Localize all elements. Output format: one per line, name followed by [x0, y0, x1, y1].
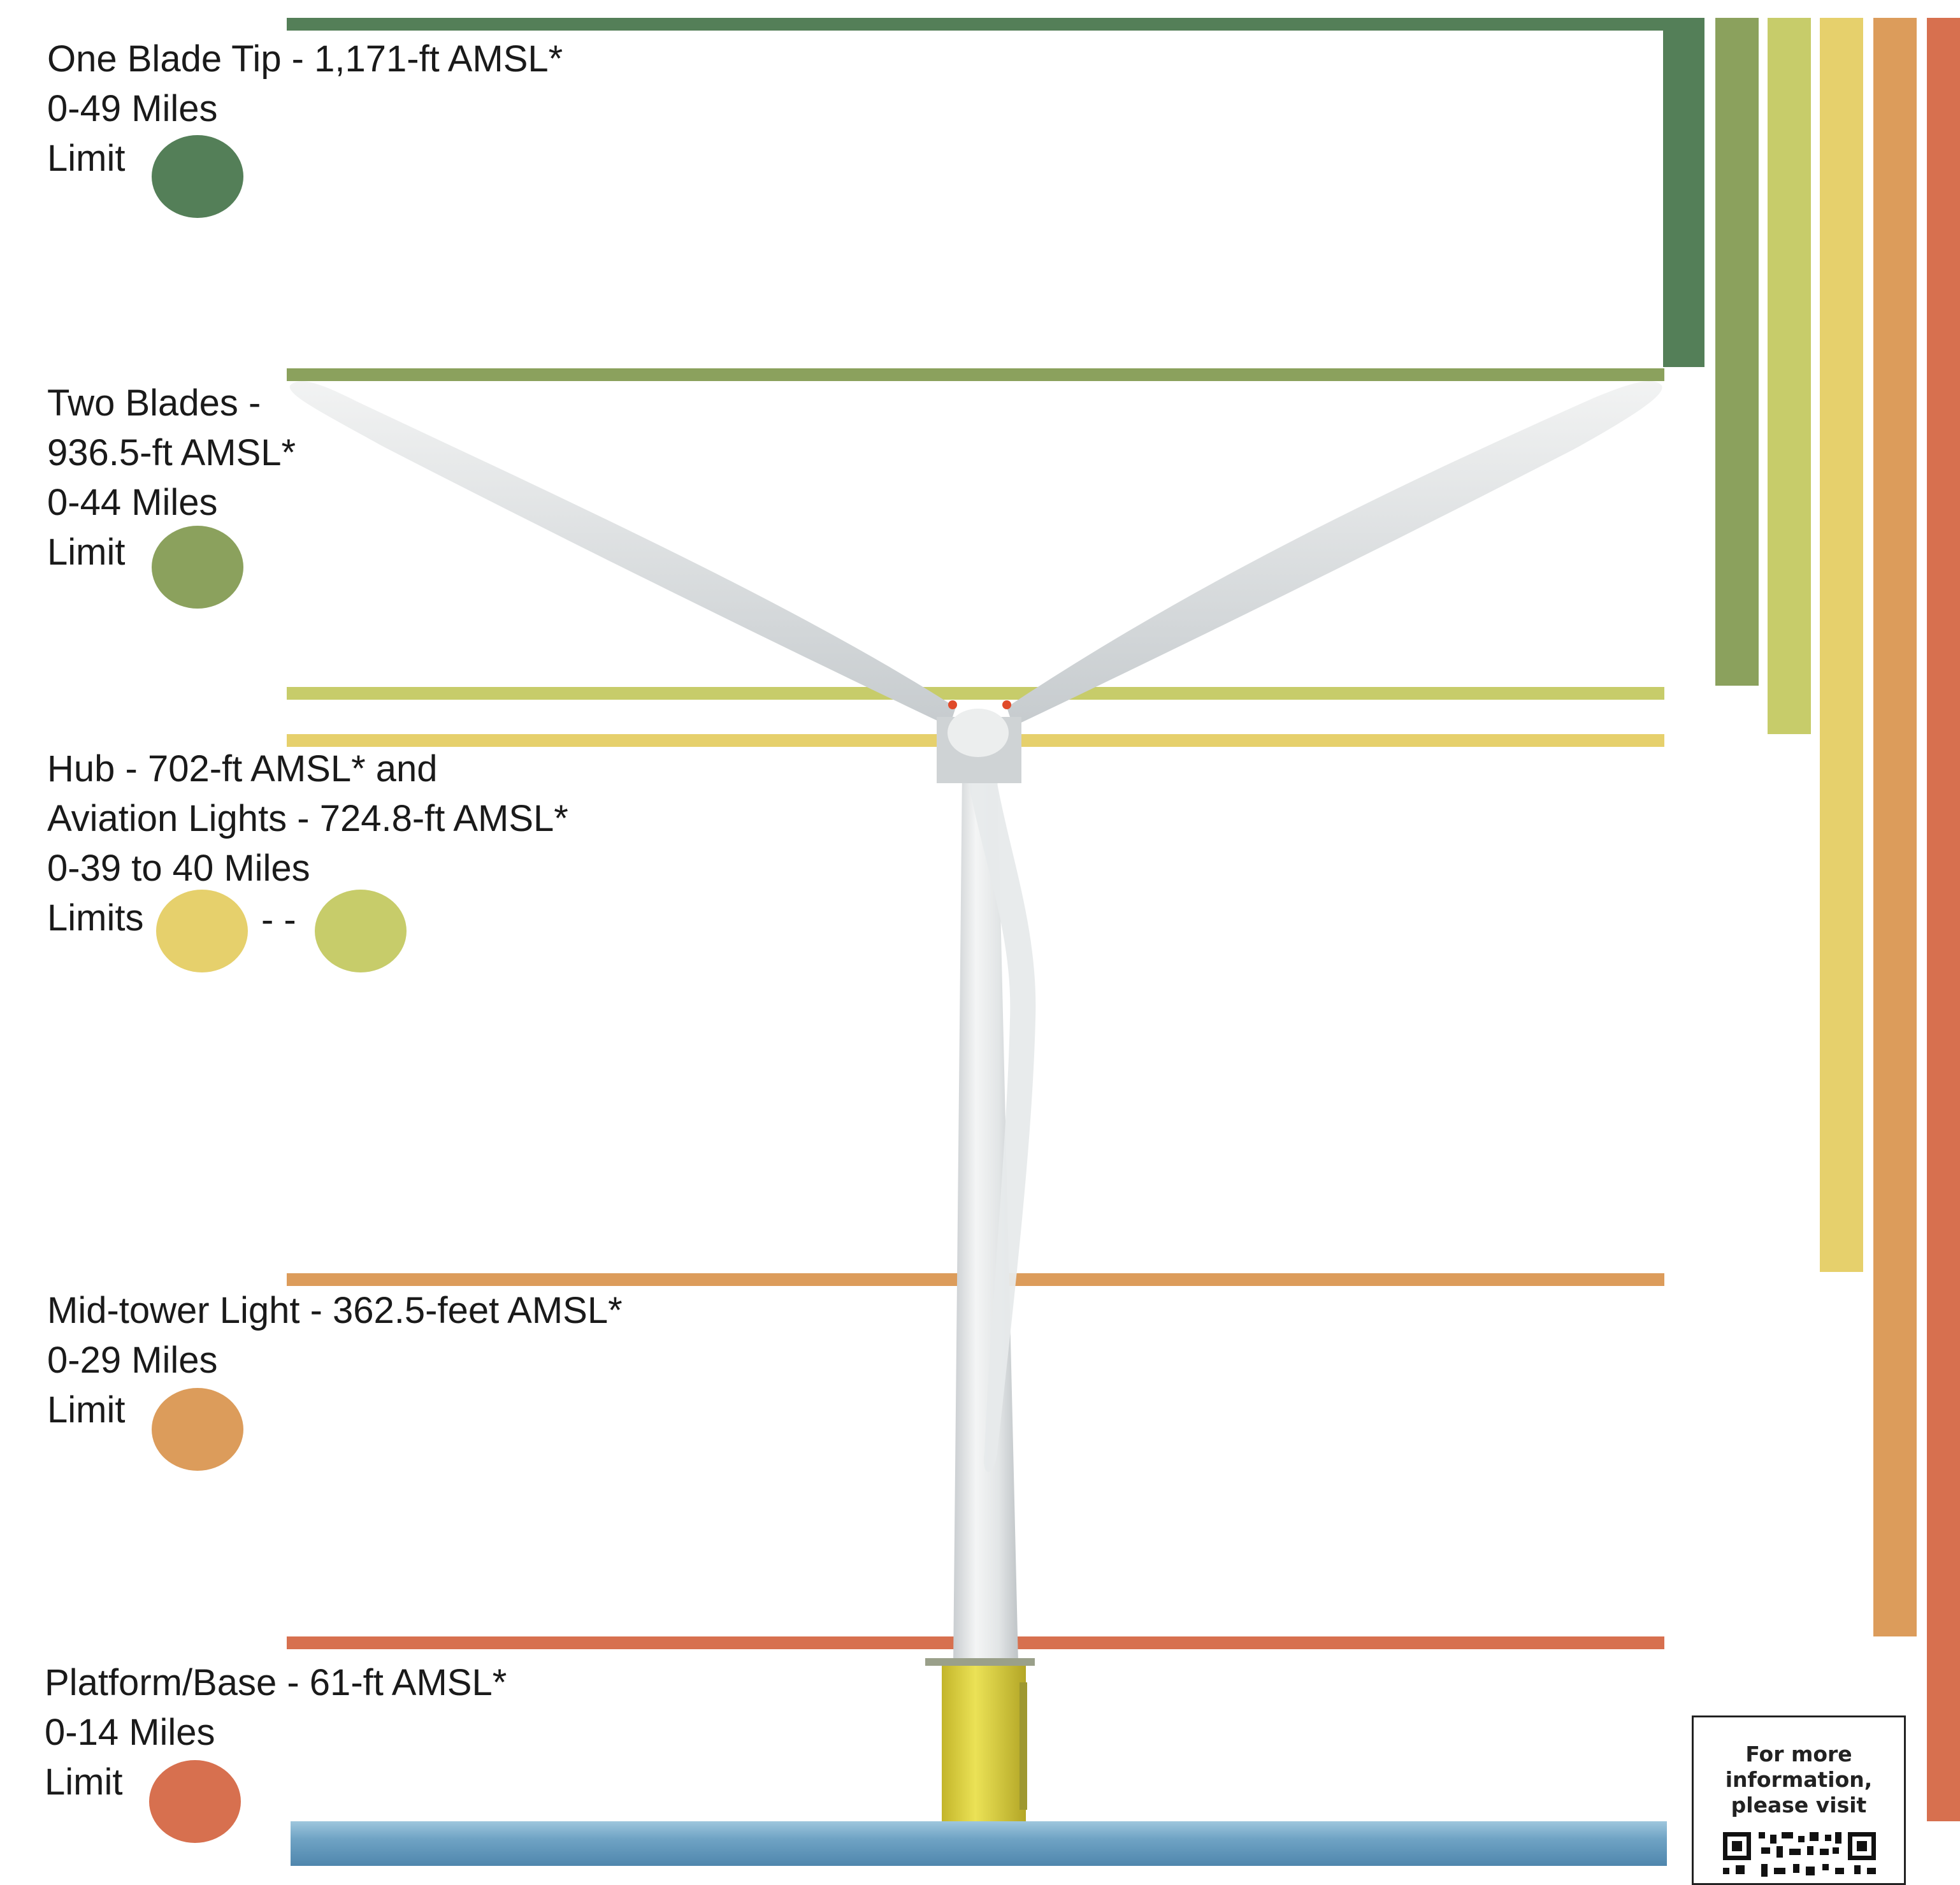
hub-label: Hub - 702-ft AMSL* and Aviation Lights -…: [47, 744, 568, 943]
mid-tower-label-line-1: Mid-tower Light - 362.5-feet AMSL*: [47, 1290, 623, 1331]
aviation-light-right: [1002, 700, 1011, 709]
mid-tower-label-line-3: Limit: [47, 1389, 126, 1431]
blade-tip-label-line-3: Limit: [47, 138, 126, 179]
hub-label-line-1: Hub - 702-ft AMSL* and: [47, 748, 438, 790]
blade-tip-label-line-1: One Blade Tip - 1,171-ft AMSL*: [47, 38, 563, 80]
turbine-blade-right: [1007, 380, 1662, 726]
blade-tip-label: One Blade Tip - 1,171-ft AMSL* 0-49 Mile…: [47, 34, 563, 184]
info-box-line-3: please visit: [1731, 1793, 1867, 1817]
sea: [291, 1821, 1667, 1866]
platform-range-bar: [1927, 18, 1960, 1821]
hub-color-dot: [156, 890, 248, 972]
two-blades-range-bar: [1715, 18, 1759, 686]
foundation-ladder: [1020, 1682, 1027, 1810]
aviation-light-left: [948, 700, 957, 709]
platform-label: Platform/Base - 61-ft AMSL* 0-14 Miles L…: [45, 1658, 507, 1807]
turbine-blade-left: [289, 381, 956, 726]
info-box-line-1: For more: [1745, 1742, 1852, 1766]
two-blades-label-line-2: 936.5-ft AMSL*: [47, 432, 296, 473]
turbine-platform: [925, 1658, 1035, 1666]
hub-dot-separator: - -: [261, 899, 296, 941]
mid-tower-color-dot: [152, 1388, 243, 1471]
two-blades-label: Two Blades - 936.5-ft AMSL* 0-44 Miles L…: [47, 379, 296, 577]
two-blades-label-line-1: Two Blades -: [47, 382, 261, 424]
aviation-lights-level-line: [287, 687, 1664, 700]
info-box-text: For more information, please visit: [1694, 1742, 1904, 1818]
turbine-tower: [953, 771, 1018, 1663]
mid-tower-range-bar: [1873, 18, 1917, 1636]
qr-code-icon[interactable]: [1723, 1832, 1876, 1883]
blade-tip-label-line-2: 0-49 Miles: [47, 88, 218, 129]
turbine-hub: [948, 709, 1009, 757]
mid-tower-label-line-2: 0-29 Miles: [47, 1340, 218, 1381]
platform-label-line-2: 0-14 Miles: [45, 1712, 215, 1753]
aviation-lights-color-dot: [315, 890, 407, 972]
turbine-blade-lower: [965, 765, 1036, 1472]
hub-label-line-2: Aviation Lights - 724.8-ft AMSL*: [47, 798, 568, 839]
blade-tip-color-dot: [152, 135, 243, 218]
two-blades-label-line-4: Limit: [47, 531, 126, 573]
two-blades-label-line-3: 0-44 Miles: [47, 482, 218, 523]
platform-label-line-3: Limit: [45, 1761, 123, 1803]
platform-color-dot: [149, 1760, 241, 1843]
mid-tower-label: Mid-tower Light - 362.5-feet AMSL* 0-29 …: [47, 1286, 623, 1435]
blade-tip-level-drop: [1663, 18, 1704, 367]
platform-label-line-1: Platform/Base - 61-ft AMSL*: [45, 1662, 507, 1703]
turbine-foundation: [942, 1666, 1026, 1821]
hub-label-line-4: Limits: [47, 897, 144, 939]
two-blades-level-line: [287, 368, 1664, 381]
info-box: For more information, please visit: [1692, 1715, 1906, 1885]
info-box-line-2: information,: [1725, 1767, 1873, 1792]
aviation-lights-range-bar: [1768, 18, 1811, 734]
blade-tip-level-line: [287, 18, 1704, 31]
hub-range-bar: [1820, 18, 1863, 1272]
hub-label-line-3: 0-39 to 40 Miles: [47, 848, 310, 889]
two-blades-color-dot: [152, 526, 243, 609]
